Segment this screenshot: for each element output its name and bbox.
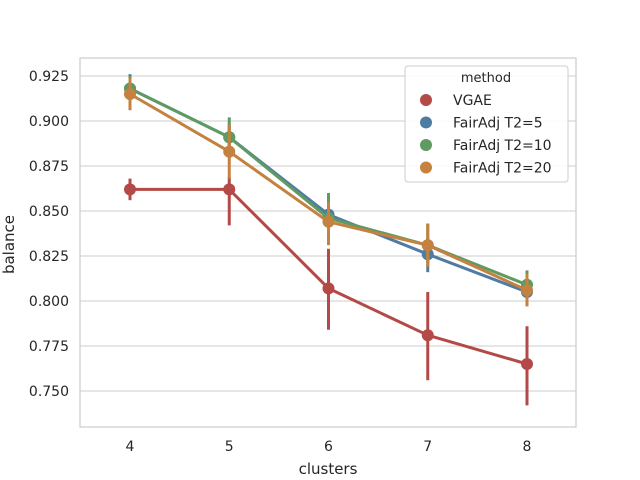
data-point (223, 183, 236, 196)
legend-item: FairAdj T2=20 (420, 161, 552, 177)
series-vgae (124, 176, 533, 406)
legend-item: FairAdj T2=10 (420, 138, 552, 154)
legend-box (404, 65, 569, 183)
x-axis-label: clusters (299, 460, 358, 478)
legend-item: FairAdj T2=5 (420, 116, 543, 132)
data-point (223, 145, 236, 158)
legend-item: VGAE (420, 93, 492, 109)
y-axis-label: balance (0, 215, 18, 274)
data-point (421, 239, 434, 252)
plot-area-frame (79, 57, 577, 428)
x-tick-label: 5 (225, 439, 234, 455)
series-fairadj-t2-20 (124, 77, 533, 307)
y-tick-label: 0.850 (29, 204, 69, 220)
y-tick-label: 0.775 (29, 339, 69, 355)
data-point (421, 329, 434, 342)
y-tick-label: 0.800 (29, 294, 69, 310)
legend-marker (420, 139, 432, 151)
y-tick-label: 0.900 (29, 114, 69, 130)
x-tick-label: 8 (523, 439, 532, 455)
legend: method VGAE FairAdj T2=5 FairAdj T2=10 Fair… (404, 65, 569, 183)
legend-items: VGAE FairAdj T2=5 FairAdj T2=10 FairAdj T2=… (420, 93, 552, 177)
data-point (521, 284, 533, 297)
legend-title: method (461, 71, 511, 86)
x-axis-ticks: 4 5 6 7 8 (126, 439, 532, 455)
data-point (521, 358, 533, 370)
legend-marker (420, 94, 432, 106)
x-tick-label: 6 (324, 439, 333, 455)
y-tick-label: 0.825 (29, 249, 69, 265)
data-point (322, 215, 335, 228)
data-point (322, 282, 335, 295)
x-tick-label: 7 (423, 439, 432, 455)
y-axis-ticks: 0.750 0.775 0.800 0.825 0.850 0.875 0.900 0.925 (29, 69, 69, 400)
legend-label: FairAdj T2=5 (453, 116, 543, 132)
data-point (124, 183, 136, 196)
y-tick-label: 0.750 (29, 384, 69, 400)
data-point (124, 88, 136, 100)
legend-marker (420, 116, 432, 129)
x-tick-label: 4 (126, 439, 135, 455)
legend-label: VGAE (453, 93, 492, 109)
y-tick-label: 0.925 (29, 69, 69, 85)
legend-label: FairAdj T2=20 (453, 161, 552, 177)
series-layer (124, 74, 533, 406)
legend-marker (420, 161, 432, 174)
legend-label: FairAdj T2=10 (453, 138, 552, 154)
y-tick-label: 0.875 (29, 159, 69, 175)
